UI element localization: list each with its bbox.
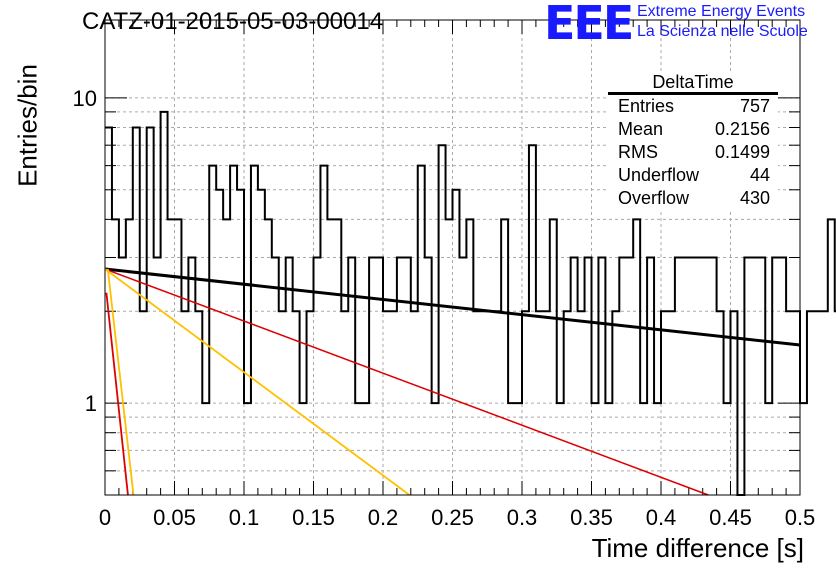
x-tick-label: 0 bbox=[99, 505, 111, 530]
fit-line bbox=[104, 267, 801, 347]
x-tick-label: 0.35 bbox=[570, 505, 613, 530]
fit-line bbox=[106, 268, 135, 496]
x-tick-label: 0.25 bbox=[431, 505, 474, 530]
x-tick-label: 0.15 bbox=[292, 505, 335, 530]
x-tick-label: 0.5 bbox=[785, 505, 816, 530]
x-tick-label: 0.1 bbox=[229, 505, 260, 530]
histogram-line bbox=[105, 110, 836, 496]
stats-label: Underflow bbox=[618, 165, 700, 185]
x-tick-label: 0.3 bbox=[507, 505, 538, 530]
stats-label: Entries bbox=[618, 96, 675, 116]
stats-label: RMS bbox=[618, 142, 658, 162]
stats-label: Mean bbox=[618, 119, 664, 139]
y-axis-label: Entries/bin bbox=[12, 64, 43, 187]
stats-title: DeltaTime bbox=[608, 72, 778, 95]
x-tick-label: 0.05 bbox=[153, 505, 196, 530]
x-tick-label: 0.4 bbox=[646, 505, 677, 530]
stats-value: 44 bbox=[749, 165, 770, 185]
plot-frame bbox=[104, 19, 801, 496]
stats-row-underflow: Underflow 44 bbox=[608, 164, 778, 187]
fit-line bbox=[104, 268, 410, 496]
run-title: CATZ-01-2015-05-03-00014 bbox=[82, 8, 384, 35]
stats-value: 0.2156 bbox=[714, 119, 770, 139]
stats-value: 0.1499 bbox=[714, 142, 770, 162]
logo-line-2: La Scienza nelle Scuole bbox=[637, 23, 808, 40]
stats-label: Overflow bbox=[618, 188, 690, 208]
stats-row-overflow: Overflow 430 bbox=[608, 187, 778, 210]
y-tick-label: 1 bbox=[85, 391, 97, 416]
stats-value: 757 bbox=[739, 96, 770, 116]
eee-logo: EEE bbox=[544, 0, 634, 50]
stats-value: 430 bbox=[739, 188, 770, 208]
y-tick-label: 10 bbox=[73, 86, 97, 111]
x-tick-label: 0.45 bbox=[709, 505, 752, 530]
fit-line bbox=[105, 292, 129, 496]
x-tick-label: 0.2 bbox=[368, 505, 399, 530]
logo-line-1: Extreme Energy Events bbox=[637, 3, 806, 20]
fit-line bbox=[104, 268, 709, 496]
stats-row-rms: RMS 0.1499 bbox=[608, 141, 778, 164]
x-axis-label: Time difference [s] bbox=[591, 533, 804, 563]
stats-row-entries: Entries 757 bbox=[608, 95, 778, 118]
stats-row-mean: Mean 0.2156 bbox=[608, 118, 778, 141]
stats-box: DeltaTime Entries 757 Mean 0.2156 RMS 0.149… bbox=[608, 72, 778, 210]
